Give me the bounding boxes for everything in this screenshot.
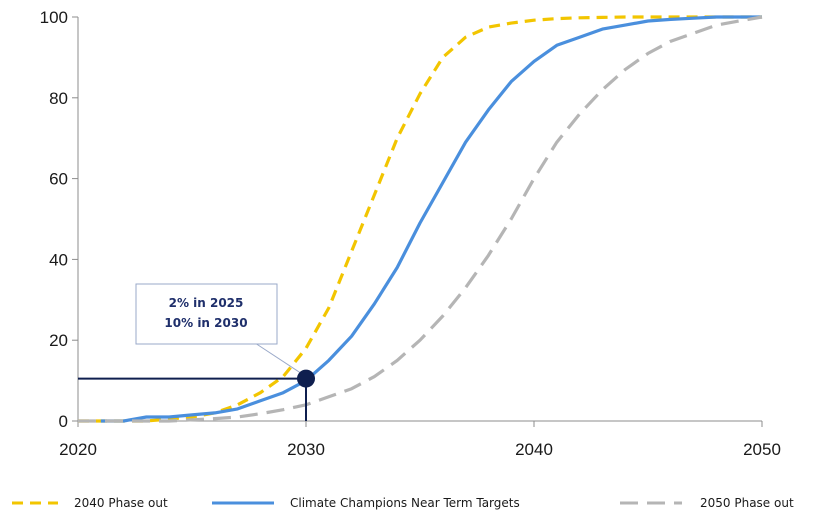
legend-label-1: 2040 Phase out xyxy=(74,496,168,510)
callout-box xyxy=(135,283,278,345)
x-tick-label: 2040 xyxy=(515,440,553,459)
y-tick-label: 0 xyxy=(59,412,68,431)
y-tick-label: 100 xyxy=(40,8,68,27)
y-tick-label: 80 xyxy=(49,89,68,108)
callout-pointer xyxy=(254,342,301,373)
y-tick-label: 40 xyxy=(49,250,68,269)
x-tick-label: 2030 xyxy=(287,440,325,459)
callout-text-line: 10% in 2030 xyxy=(164,316,247,330)
x-tick-label: 2020 xyxy=(59,440,97,459)
plot-area xyxy=(78,15,763,423)
y-tick-label: 20 xyxy=(49,331,68,350)
series-line-2 xyxy=(100,15,762,423)
callout-text-line: 2% in 2025 xyxy=(169,296,244,310)
annotation-point xyxy=(297,369,315,388)
series-line-3 xyxy=(78,15,763,423)
annotation-callout: 2% in 2025 10% in 2030 xyxy=(78,283,315,421)
x-tick-label: 2050 xyxy=(743,440,781,459)
series-line-1 xyxy=(78,15,762,423)
legend-label-3: 2050 Phase out xyxy=(700,496,794,510)
legend-label-2: Climate Champions Near Term Targets xyxy=(290,496,520,510)
legend: 2040 Phase out Climate Champions Near Ter… xyxy=(12,496,794,510)
y-tick-label: 60 xyxy=(49,170,68,189)
